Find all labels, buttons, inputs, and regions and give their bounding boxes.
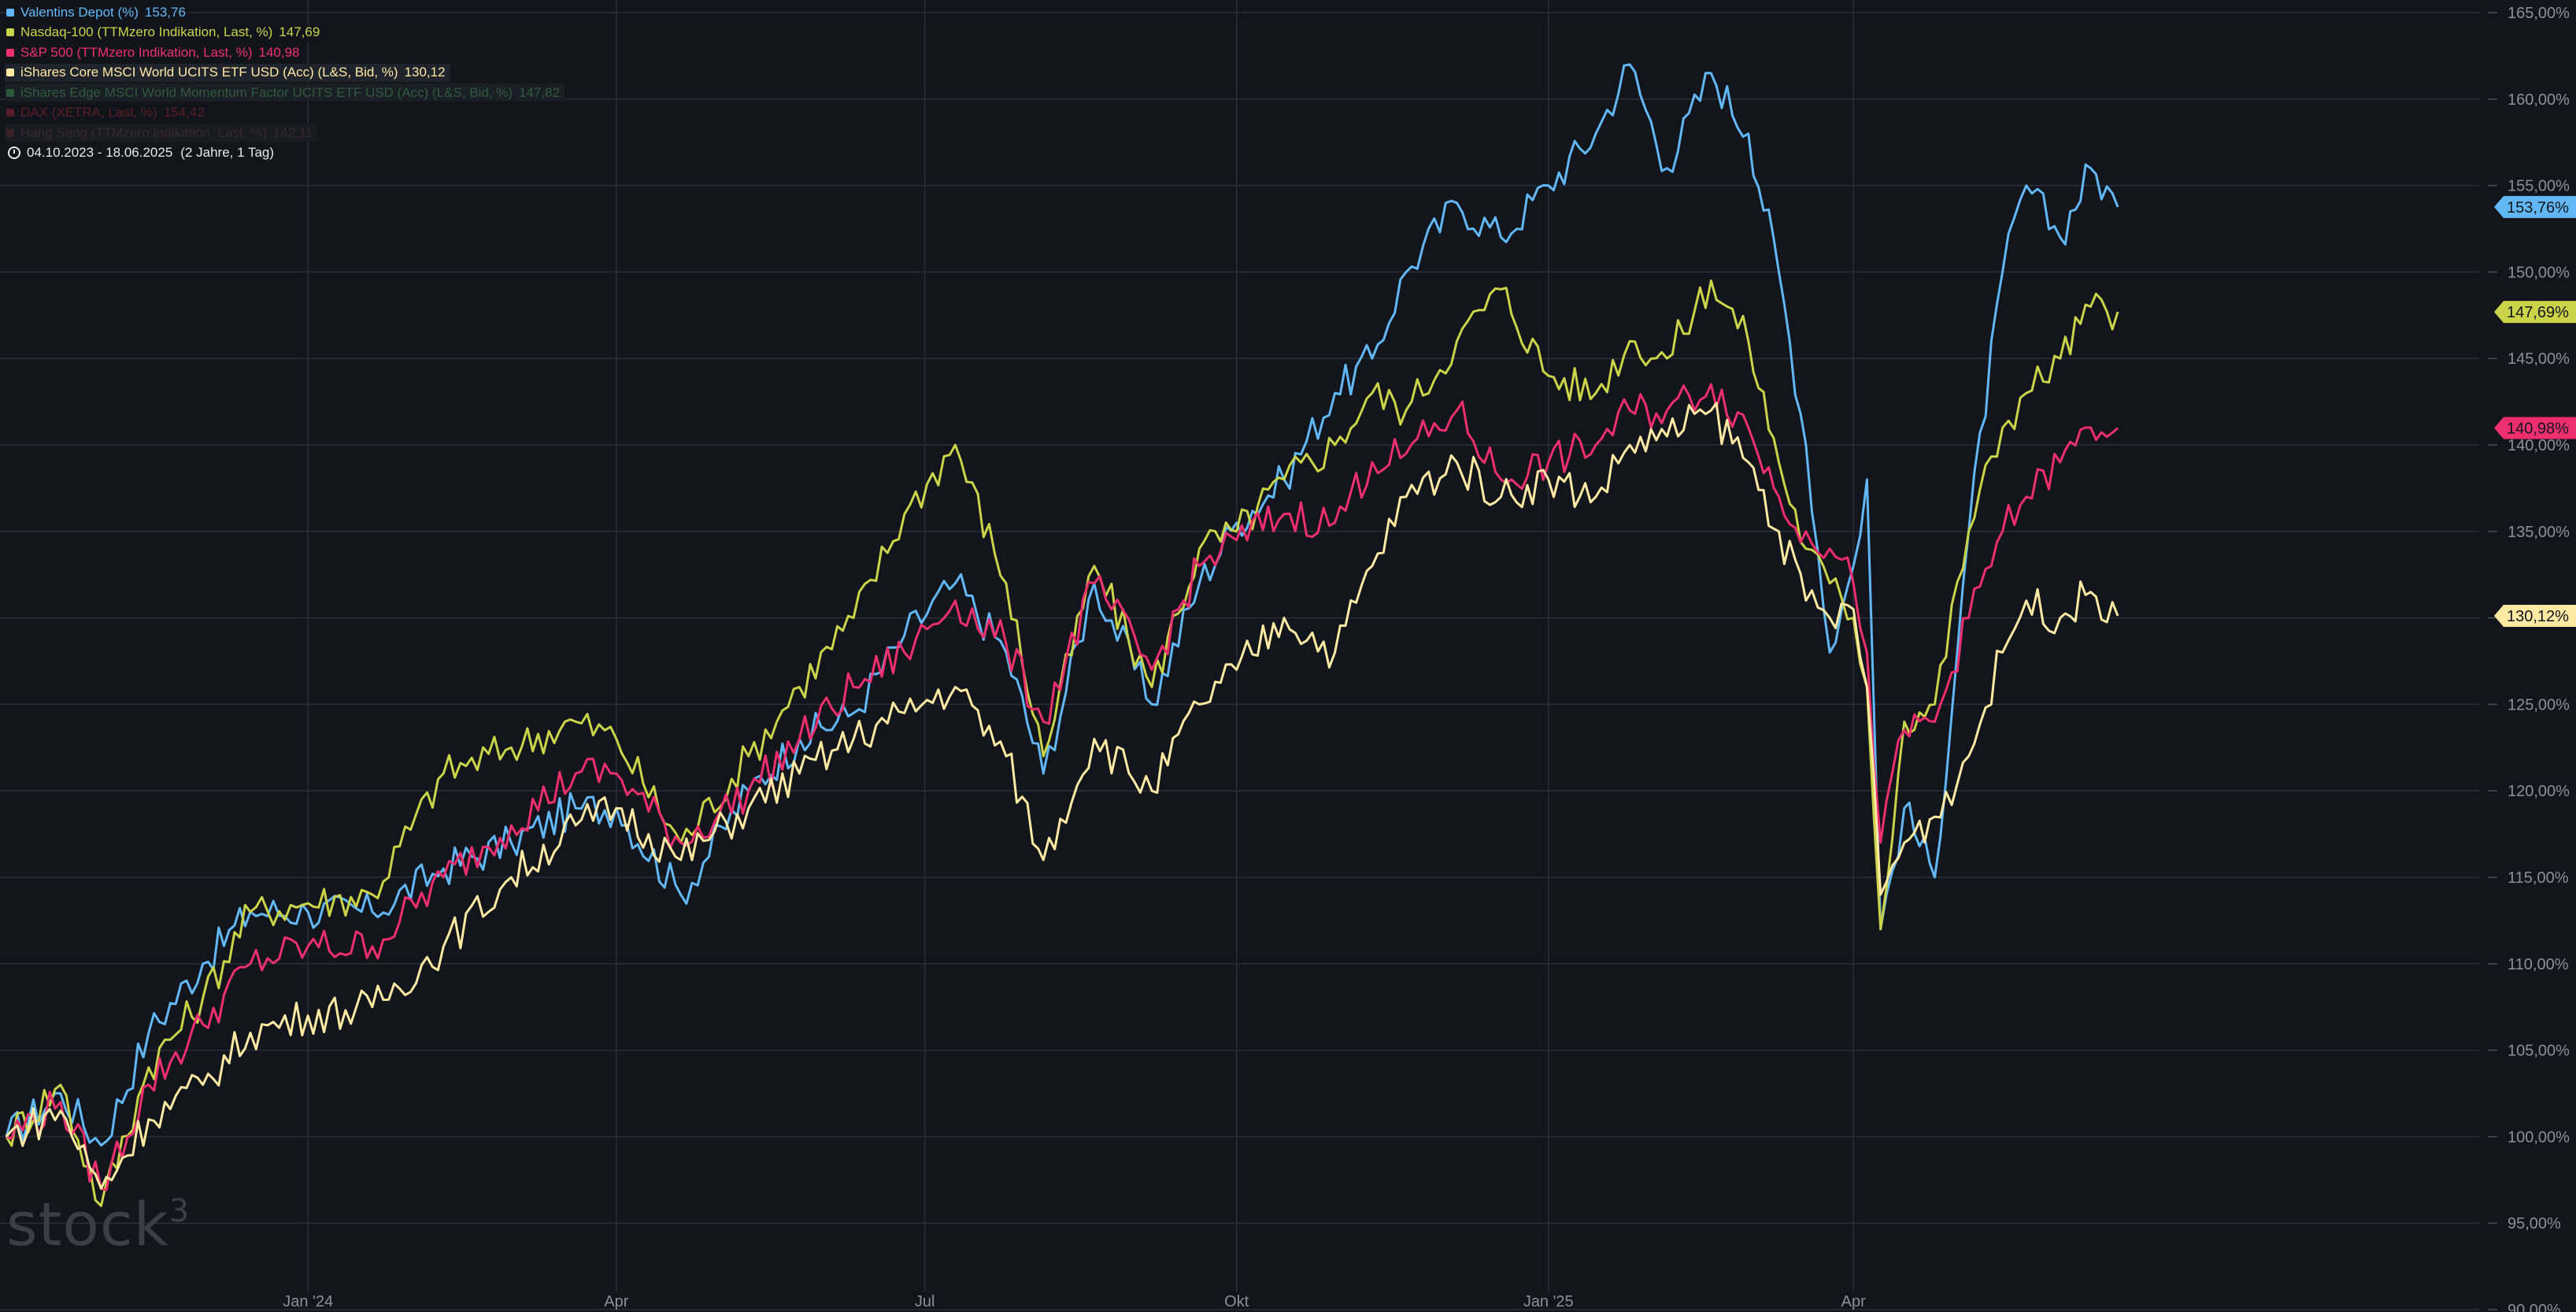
- y-tick-label: 150,00%: [2508, 264, 2570, 281]
- y-tick-label: 115,00%: [2508, 869, 2569, 887]
- x-tick-label: Apr: [604, 1293, 628, 1310]
- legend-swatch: [6, 128, 14, 137]
- chart-legend: Valentins Depot (%) 153,76 Nasdaq-100 (T…: [5, 3, 565, 162]
- last-value-badges: 153,76% 147,69% 140,98% 130,12%: [2494, 195, 2576, 627]
- series-line-3: [5, 402, 2119, 1190]
- y-tick-label: 90,00%: [2508, 1302, 2561, 1312]
- badge-shape: [2494, 417, 2576, 439]
- legend-swatch: [6, 8, 14, 17]
- series-line-0: [5, 63, 2119, 1147]
- legend-swatch: [6, 48, 14, 57]
- x-tick-label: Jan '24: [283, 1293, 333, 1310]
- legend-item-ishares-core-msci-world[interactable]: iShares Core MSCI World UCITS ETF USD (A…: [5, 63, 564, 82]
- badge-label: 147,69%: [2507, 304, 2569, 321]
- badge-label: 140,98%: [2507, 420, 2569, 437]
- grid-lines: [0, 0, 2480, 1310]
- series-line-2: [6, 383, 2119, 1192]
- legend-label: iShares Core MSCI World UCITS ETF USD (A…: [20, 65, 398, 80]
- legend-label: S&P 500 (TTMzero Indikation, Last, %): [20, 44, 253, 60]
- stock3-logo: stock3: [6, 1189, 190, 1259]
- legend-label: iShares Edge MSCI World Momentum Factor …: [20, 84, 513, 100]
- legend-label: Valentins Depot (%): [20, 4, 139, 20]
- y-tick-label: 160,00%: [2508, 91, 2570, 109]
- y-tick-label: 125,00%: [2508, 696, 2570, 713]
- legend-item-valentins-depot[interactable]: Valentins Depot (%) 153,76: [5, 3, 564, 21]
- legend-value: 140,98: [258, 44, 300, 60]
- legend-swatch: [6, 109, 14, 117]
- series-lines: [5, 63, 2119, 1207]
- legend-swatch: [6, 69, 14, 76]
- y-tick-label: 135,00%: [2508, 524, 2570, 541]
- badge-shape: [2494, 301, 2576, 324]
- y-tick-label: 105,00%: [2508, 1043, 2570, 1060]
- last-value-badge: 153,76%: [2494, 195, 2576, 218]
- logo-superscript: 3: [168, 1193, 191, 1229]
- y-tick-label: 165,00%: [2508, 5, 2570, 22]
- last-value-badge: 147,69%: [2494, 301, 2576, 324]
- legend-item-ishares-momentum[interactable]: iShares Edge MSCI World Momentum Factor …: [5, 83, 565, 102]
- legend-label: Hang Seng (TTMzero Indikation, Last, %): [20, 124, 267, 140]
- legend-value: 142,11: [272, 124, 313, 140]
- legend-value: 130,12: [404, 65, 446, 80]
- legend-item-sp-500[interactable]: S&P 500 (TTMzero Indikation, Last, %) 14…: [5, 43, 564, 61]
- legend-value: 147,69: [279, 24, 320, 40]
- legend-item-nasdaq-100[interactable]: Nasdaq-100 (TTMzero Indikation, Last, %)…: [5, 23, 564, 42]
- date-range-text: 04.10.2023 - 18.06.2025: [27, 145, 173, 161]
- y-tick-label: 110,00%: [2508, 956, 2569, 973]
- y-tick-label: 145,00%: [2508, 350, 2570, 368]
- badge-shape: [2494, 195, 2576, 218]
- legend-value: 153,76: [144, 4, 186, 20]
- legend-item-dax[interactable]: DAX (XETRA, Last, %) 154,42: [5, 103, 564, 122]
- legend-label: Nasdaq-100 (TTMzero Indikation, Last, %): [20, 24, 273, 40]
- legend-swatch: [6, 88, 14, 97]
- date-range-duration: (2 Jahre, 1 Tag): [180, 145, 275, 161]
- x-tick-label: Jul: [915, 1293, 935, 1310]
- x-tick-label: Apr: [1841, 1293, 1866, 1310]
- x-tick-label: Okt: [1224, 1293, 1249, 1310]
- last-value-badge: 130,12%: [2494, 604, 2576, 627]
- badge-shape: [2494, 604, 2576, 627]
- y-tick-label: 155,00%: [2508, 178, 2570, 195]
- y-tick-label: 95,00%: [2508, 1215, 2561, 1232]
- badge-label: 153,76%: [2507, 199, 2569, 217]
- y-tick-label: 120,00%: [2508, 783, 2570, 800]
- legend-label: DAX (XETRA, Last, %): [20, 105, 157, 120]
- clock-icon: [8, 146, 20, 159]
- x-axis: Jan '24 Apr Jul Okt Jan '25 Apr: [283, 1293, 1866, 1310]
- x-tick-label: Jan '25: [1523, 1293, 1574, 1310]
- y-tick-label: 140,00%: [2508, 437, 2570, 454]
- legend-value: 147,82: [519, 84, 561, 100]
- legend-item-hang-seng[interactable]: Hang Seng (TTMzero Indikation, Last, %) …: [5, 124, 564, 142]
- badge-label: 130,12%: [2507, 608, 2569, 625]
- legend-swatch: [6, 28, 14, 36]
- legend-value: 154,42: [163, 105, 205, 120]
- y-tick-label: 100,00%: [2508, 1129, 2570, 1146]
- last-value-badge: 140,98%: [2494, 417, 2576, 439]
- logo-text: stock: [6, 1189, 169, 1259]
- date-range[interactable]: 04.10.2023 - 18.06.2025 (2 Jahre, 1 Tag): [5, 144, 564, 162]
